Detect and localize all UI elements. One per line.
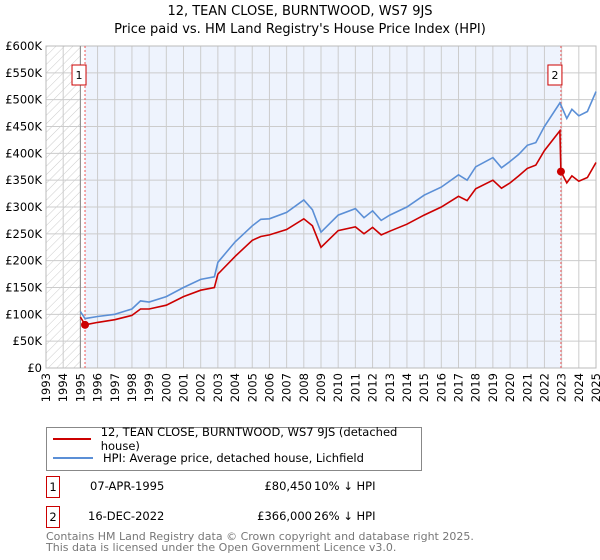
y-tick-label: £150K: [5, 281, 42, 295]
x-tick-label: 2006: [262, 373, 276, 402]
y-tick-label: £350K: [5, 173, 42, 187]
sale-row-1: 1 07-APR-1995 £80,450 10% ↓ HPI: [46, 476, 546, 498]
legend-swatch-red: [53, 438, 91, 440]
legend-label: HPI: Average price, detached house, Lich…: [103, 451, 364, 465]
y-tick-label: £250K: [5, 227, 42, 241]
sale-hpi-diff: 10% ↓ HPI: [314, 479, 376, 493]
price-paid-line: [79, 128, 597, 326]
chart-title: 12, TEAN CLOSE, BURNTWOOD, WS7 9JS Price…: [0, 3, 600, 39]
x-tick-label: 2001: [177, 373, 191, 402]
x-tick-label: 1995: [73, 373, 87, 402]
x-tick-label: 2024: [572, 373, 586, 402]
y-tick-label: £450K: [5, 120, 42, 134]
sale-marker-label: 2: [551, 69, 558, 82]
x-tick-label: 2015: [417, 373, 431, 402]
sale-point-1: [81, 320, 90, 329]
y-tick-label: £400K: [5, 146, 42, 160]
subtitle: Price paid vs. HM Land Registry's House …: [114, 22, 486, 37]
y-tick-label: £500K: [5, 93, 42, 107]
y-tick-label: £550K: [5, 66, 42, 80]
x-tick-label: 2018: [469, 373, 483, 402]
x-tick-label: 1999: [142, 373, 156, 402]
legend-item-hpi: HPI: Average price, detached house, Lich…: [47, 449, 364, 467]
legend-item-property: 12, TEAN CLOSE, BURNTWOOD, WS7 9JS (deta…: [47, 425, 421, 453]
x-tick-label: 1996: [91, 373, 105, 402]
x-tick-label: 1998: [125, 373, 139, 402]
sale-date: 07-APR-1995: [90, 479, 165, 493]
legend: 12, TEAN CLOSE, BURNTWOOD, WS7 9JS (deta…: [46, 425, 422, 471]
y-tick-label: £50K: [13, 334, 43, 348]
sale-point-2: [556, 167, 565, 176]
y-tick-label: £600K: [5, 39, 42, 53]
footer: Contains HM Land Registry data © Crown c…: [46, 531, 474, 553]
sale-marker-label: 1: [46, 476, 60, 498]
x-tick-label: 1997: [108, 373, 122, 402]
x-tick-label: 2007: [280, 373, 294, 402]
x-tick-label: 1993: [39, 373, 53, 402]
x-tick-label: 2010: [331, 373, 345, 402]
x-tick-label: 2008: [297, 373, 311, 402]
x-tick-label: 2003: [211, 373, 225, 402]
x-tick-label: 2020: [503, 373, 517, 402]
x-tick-label: 2004: [228, 373, 242, 402]
x-tick-label: 2016: [434, 373, 448, 402]
y-tick-label: £200K: [5, 254, 42, 268]
x-tick-label: 2021: [520, 373, 534, 402]
sale-marker-label: 1: [76, 69, 83, 82]
sale-date: 16-DEC-2022: [88, 509, 165, 523]
y-tick-label: £0: [27, 361, 42, 375]
sale-marker-label: 2: [46, 506, 60, 528]
x-tick-label: 2005: [245, 373, 259, 402]
plot-border: [45, 45, 597, 369]
hpi-line: [79, 91, 597, 320]
x-tick-label: 2013: [383, 373, 397, 402]
x-tick-label: 2012: [366, 373, 380, 402]
legend-swatch-blue: [53, 457, 93, 459]
x-tick-label: 2025: [589, 373, 600, 402]
legend-label: 12, TEAN CLOSE, BURNTWOOD, WS7 9JS (deta…: [100, 425, 398, 453]
x-tick-label: 2002: [194, 373, 208, 402]
x-tick-label: 2017: [452, 373, 466, 402]
sale-row-2: 2 16-DEC-2022 £366,000 26% ↓ HPI: [46, 506, 546, 528]
sale-price: £80,450: [264, 479, 312, 493]
y-tick-label: £100K: [5, 307, 42, 321]
x-tick-label: 2014: [400, 373, 414, 402]
x-tick-label: 2009: [314, 373, 328, 402]
x-tick-label: 2022: [537, 373, 551, 402]
footer-line-1: Contains HM Land Registry data © Crown c…: [46, 530, 474, 543]
x-tick-label: 1994: [56, 373, 70, 402]
x-tick-label: 2000: [159, 373, 173, 402]
x-tick-label: 2011: [348, 373, 362, 402]
x-tick-label: 2019: [486, 373, 500, 402]
footer-line-2: This data is licensed under the Open Gov…: [46, 541, 397, 554]
y-tick-label: £300K: [5, 200, 42, 214]
sale-marker-box-2: [547, 64, 563, 86]
sale-hpi-diff: 26% ↓ HPI: [314, 509, 376, 523]
sale-marker-box-1: [71, 64, 87, 86]
price-chart: 1993 1994 1995 1996 1997 1998 1999 2000 2001 2002…: [5, 39, 600, 402]
x-tick-label: 2023: [555, 373, 569, 402]
sale-price: £366,000: [257, 509, 312, 523]
title: 12, TEAN CLOSE, BURNTWOOD, WS7 9JS: [167, 4, 433, 19]
